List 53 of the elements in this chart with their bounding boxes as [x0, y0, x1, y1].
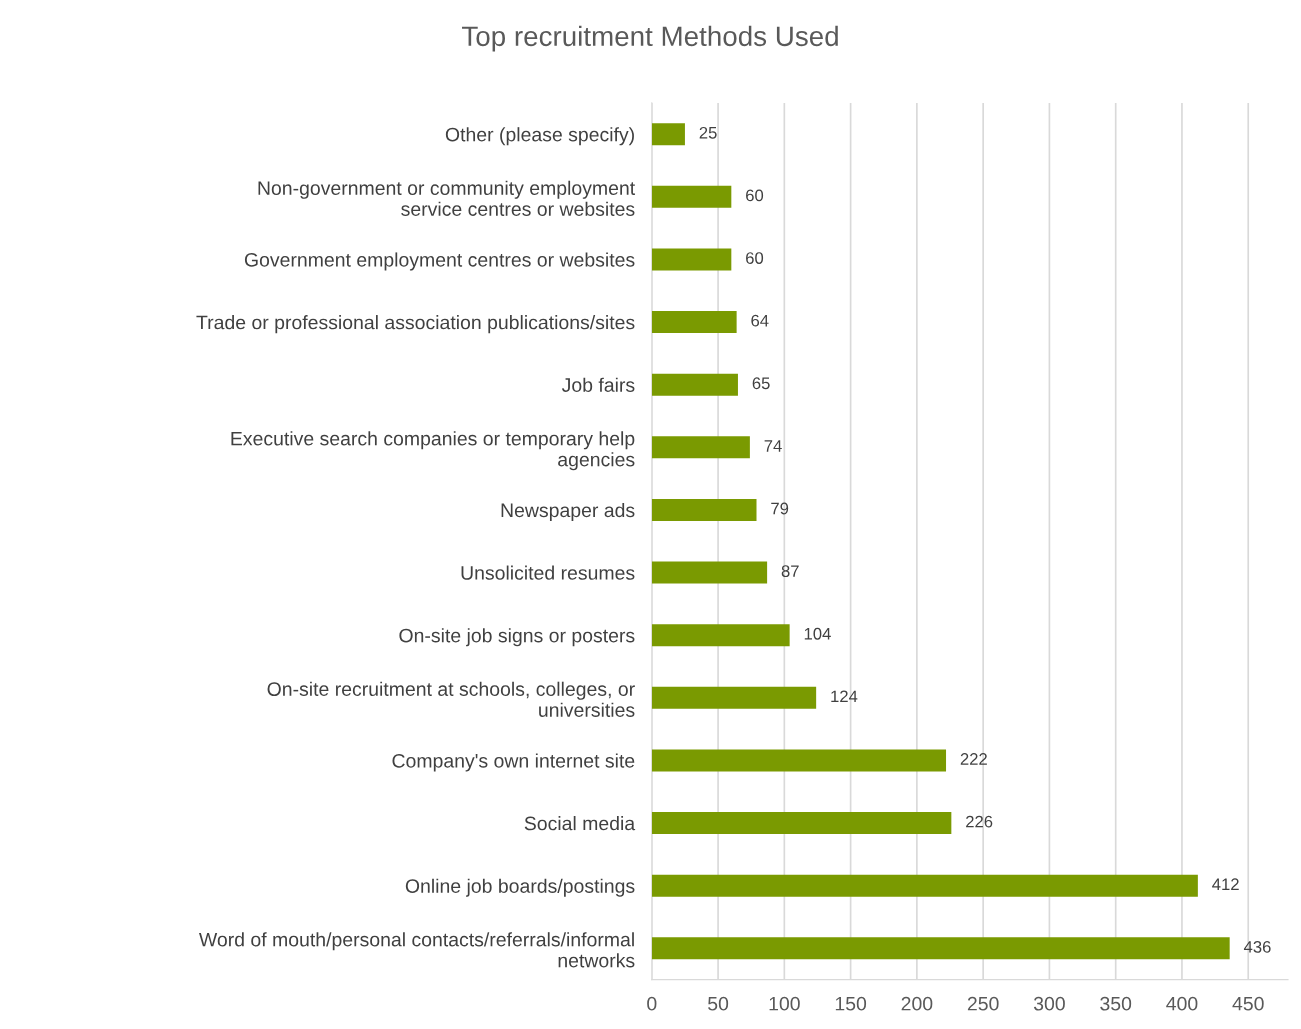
y-tick-label: Word of mouth/personal contacts/referrals/informal networks — [198, 932, 635, 968]
bar — [651, 937, 1230, 960]
x-tick-label: 300 — [1033, 996, 1065, 1011]
x-tick-label: 450 — [1232, 996, 1264, 1011]
x-tick-label: 400 — [1166, 996, 1198, 1011]
bar — [651, 185, 732, 208]
x-tick-label: 100 — [769, 996, 800, 1011]
y-tick-label: Social media — [524, 816, 636, 831]
data-label: 226 — [966, 815, 993, 828]
y-tick-label: Non-government or community employment service centres or websites — [258, 180, 636, 216]
x-tick-label: 0 — [647, 996, 657, 1011]
y-tick-label: Other (please specify) — [445, 127, 634, 146]
bar — [651, 561, 768, 584]
x-tick-label: 200 — [901, 996, 933, 1011]
data-label: 436 — [1243, 940, 1271, 953]
x-tick-label: 350 — [1100, 996, 1132, 1011]
y-tick-label: Company's own internet site — [392, 753, 635, 772]
y-tick-label: On-site job signs or posters — [399, 628, 635, 647]
bar — [651, 624, 790, 647]
chart-title: Top recruitment Methods Used — [462, 25, 838, 52]
bar — [651, 248, 732, 271]
y-tick-label: Government employment centres or websites — [244, 252, 635, 271]
y-tick-label: Executive search companies or temporary help agencies — [231, 431, 635, 471]
data-label: 65 — [752, 377, 770, 390]
data-label: 104 — [804, 627, 831, 640]
bar — [651, 498, 757, 521]
bar — [651, 311, 737, 334]
bar — [651, 812, 952, 835]
data-label: 25 — [699, 126, 717, 139]
data-label: 124 — [831, 690, 858, 703]
data-label: 60 — [746, 252, 764, 264]
bar — [651, 874, 1198, 897]
y-tick-label: Newspaper ads — [501, 502, 635, 522]
x-tick-label: 250 — [967, 996, 999, 1011]
bar — [651, 686, 817, 709]
data-label: 74 — [764, 440, 782, 452]
data-label: 87 — [781, 565, 799, 578]
data-label: 222 — [960, 753, 987, 765]
x-tick-label: 50 — [708, 996, 729, 1011]
y-tick-label: Online job boards/postings — [405, 878, 635, 897]
y-tick-label: Trade or professional association publications/sites — [196, 315, 635, 334]
bar — [651, 436, 750, 459]
data-label: 79 — [771, 502, 789, 515]
bar — [651, 373, 738, 396]
x-tick-label: 150 — [835, 996, 867, 1011]
y-tick-label: Unsolicited resumes — [461, 565, 635, 580]
data-label: 64 — [751, 314, 769, 327]
y-tick-label: On-site recruitment at schools, colleges, or universities — [267, 681, 635, 717]
data-label: 60 — [746, 189, 764, 202]
y-tick-label: Job fairs — [561, 377, 635, 392]
bar — [651, 749, 947, 772]
data-label: 412 — [1212, 878, 1239, 890]
bar — [651, 123, 685, 146]
